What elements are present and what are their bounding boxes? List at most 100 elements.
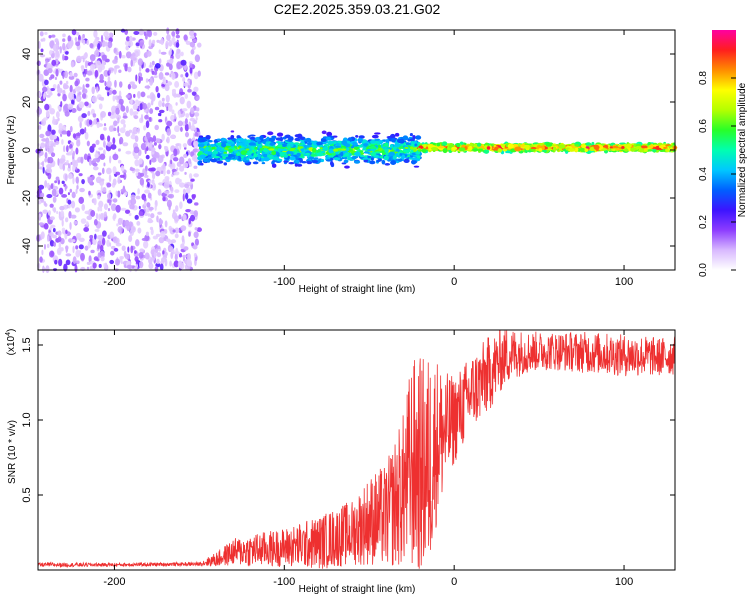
spectrogram-cell [297,146,304,149]
spectrogram-cell [472,148,479,152]
spectrogram-cell [57,157,60,166]
spectrogram-cell [93,198,97,206]
spectrogram-cell [267,131,274,136]
spectrogram-cell [66,160,69,164]
spectrogram-cell [145,78,149,83]
spectrogram-cell [61,194,68,198]
spectrogram-cell [41,118,47,126]
spectrogram-cell [58,123,63,131]
spectrogram-cell [133,154,140,160]
spectrogram-cell [110,203,117,212]
spectrogram-cell [156,166,162,172]
spectrogram-cell [322,146,329,152]
spectrogram-cell [72,256,77,265]
colorbar-gradient [712,30,736,270]
spectrogram-cell [189,67,193,74]
spectrogram-cell [181,235,185,243]
spectrogram-cell [61,219,64,227]
spectrogram-cell [458,147,466,152]
spectrogram-cell [90,249,95,254]
spectrogram-cell [195,96,200,101]
spectrogram-cell [100,34,104,43]
spectrogram-cell [64,217,69,223]
spectrogram-cell [74,87,80,92]
spectrogram-cell [111,111,114,116]
spectrogram-cell [71,99,75,105]
spectrogram-cell [269,142,275,146]
spectrogram-cell [161,97,165,102]
spectrogram-cell [186,259,192,267]
spectrogram-cell [44,158,48,163]
spectrogram-cell [175,41,180,48]
spectrogram-cell [514,146,522,152]
spectrogram-cell [43,117,48,121]
spectrogram-cell [138,211,144,217]
spectrogram-cell [670,147,674,152]
spectrogram-cell [109,155,112,164]
spectrogram-cell [110,113,115,120]
spectrogram-cell [126,264,133,270]
spectrogram-cell [46,243,50,248]
spectrogram-cell [189,78,192,86]
spectrogram-cell [38,125,42,130]
spectrogram-cell [411,159,417,165]
spectrogram-cell [382,146,386,150]
snr-x-tick-label: 0 [451,576,457,588]
spectrogram-cell [144,114,149,120]
colorbar-tick-label: 0.4 [698,167,709,181]
spectrogram-cell [61,227,66,233]
spectrogram-cell [190,49,195,55]
spectrogram-cell [65,245,69,251]
spectrogram-cell [68,75,75,80]
spectrogram-cell [135,172,139,177]
spectrogram-cell [149,226,154,231]
spectrogram-cell [60,101,63,108]
spectrogram-cell [138,261,144,269]
spectrogram-cell [305,152,310,156]
spectrogram-cell [367,155,372,159]
spectrogram-cell [129,204,135,210]
spectrogram-cell [149,78,154,86]
spectrogram-cell [213,155,220,159]
spectrogram-cell [157,112,162,117]
spectrogram-cell [165,40,169,49]
spectrogram-cell [362,147,366,151]
spectrogram-cell [236,138,242,141]
spectrogram-cell [76,55,82,63]
spectrogram-cell [115,204,121,213]
spectrogram-cell [75,245,79,250]
spectrogram-cell [139,41,144,47]
spectrogram-cell [165,94,170,103]
spectrogram-cell [512,143,519,148]
spectrogram-cell [559,144,566,149]
spectrogram-cell [430,147,438,151]
spectrogram-cell [101,237,106,246]
spectrogram-cell [179,91,186,95]
spectrogram-cell [81,93,87,99]
spectrogram-cell [59,45,62,54]
spectrogram-cell [52,116,55,122]
spectrogram-cell [373,140,380,144]
spectrogram-cell [182,254,187,258]
spectrogram-cell [86,140,90,147]
spectrogram-cell [160,37,165,46]
spectrogram-cell [118,159,122,164]
spectrogram-y-tick-label: -20 [21,190,33,206]
spectrogram-cell [92,262,97,269]
spectrogram-cell [585,146,590,149]
snr-panel: -200 -100 0 100 0.5 1.0 1.5 Height of straight… [5,329,676,595]
spectrogram-cell [139,172,145,177]
spectrogram-cell [125,150,132,155]
spectrogram-cell [169,73,172,78]
spectrogram-cell [128,129,133,133]
spectrogram-cell [132,126,139,135]
spectrogram-cell [148,167,154,172]
spectrogram-cell [78,101,85,109]
spectrogram-cell [83,153,88,160]
spectrogram-cell [179,201,183,210]
spectrogram-cell [103,211,108,218]
spectrogram-cell [69,72,73,77]
spectrogram-cell [143,125,147,131]
spectrogram-cell [371,134,379,139]
spectrogram-x-tick-label: -100 [273,276,295,288]
